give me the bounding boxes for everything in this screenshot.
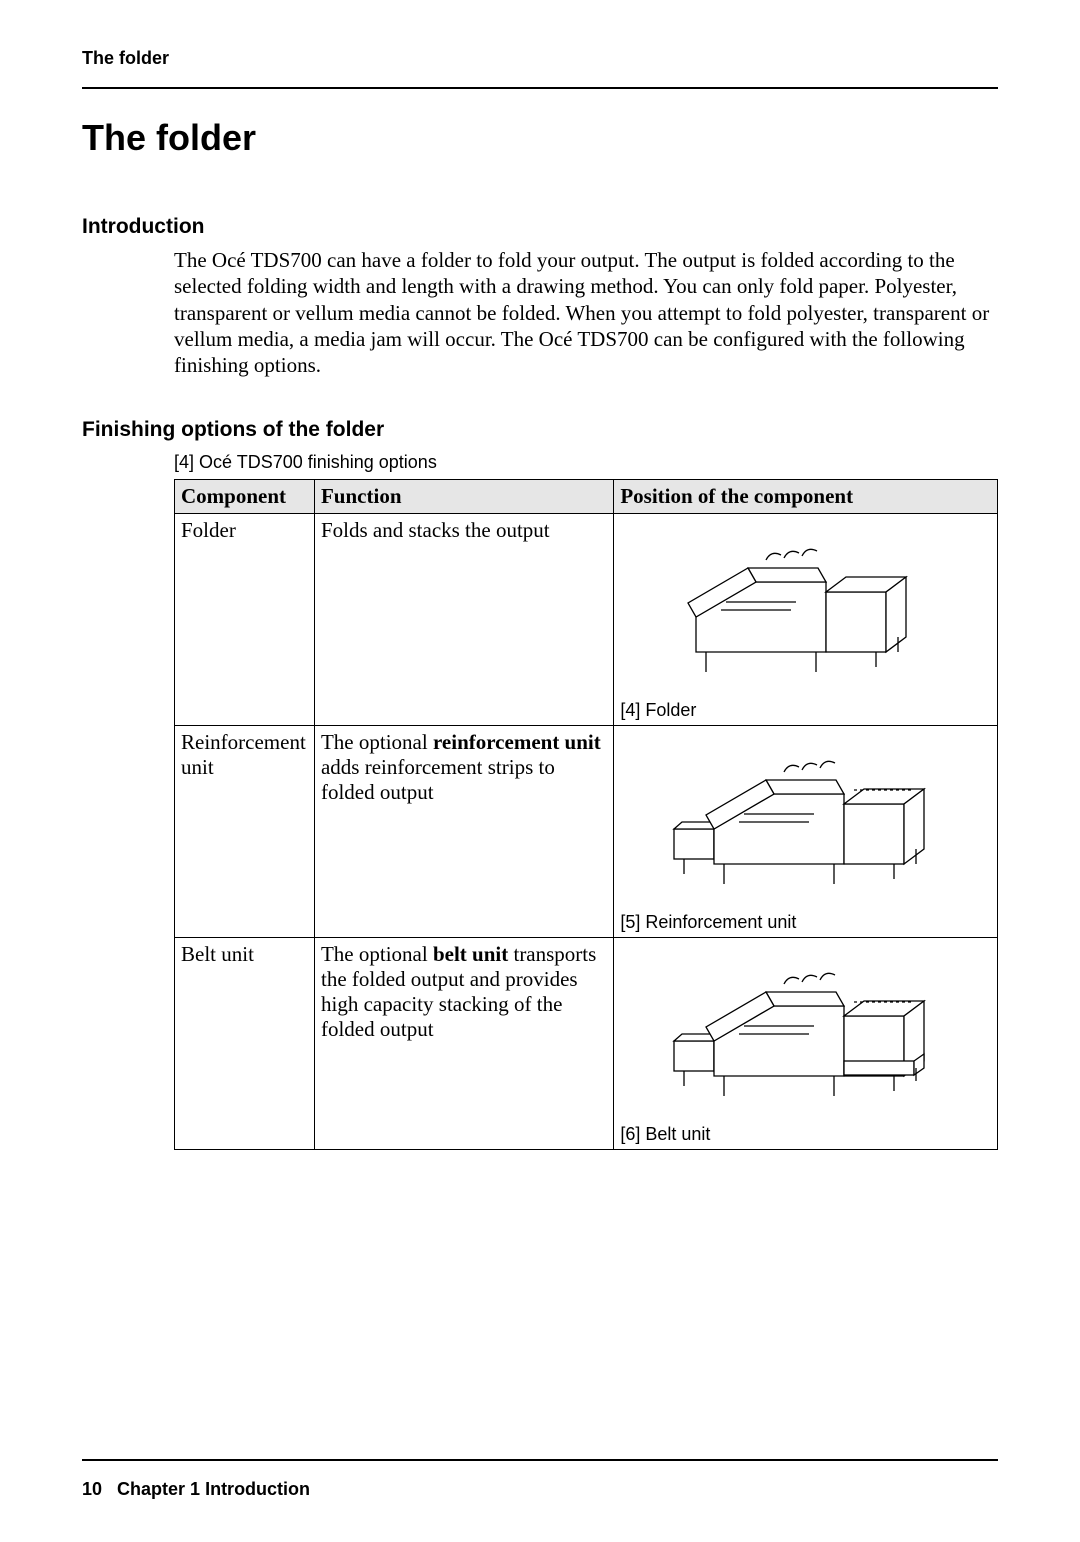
function-bold: belt unit [433, 942, 508, 966]
page-footer: 10 Chapter 1 Introduction [82, 1459, 998, 1500]
intro-paragraph: The Océ TDS700 can have a folder to fold… [174, 247, 998, 378]
function-pre: The optional [321, 730, 433, 754]
options-heading: Finishing options of the folder [82, 418, 998, 442]
reinforcement-unit-icon [666, 734, 946, 904]
footer-rule [82, 1459, 998, 1461]
cell-component: Belt unit [175, 938, 315, 1150]
running-header: The folder [82, 48, 998, 69]
cell-position: [4] Folder [614, 514, 998, 726]
cell-component: Reinforcement unit [175, 726, 315, 938]
table-row: Reinforcement unit The optional reinforc… [175, 726, 998, 938]
function-pre: The optional [321, 942, 433, 966]
function-bold: reinforcement unit [433, 730, 601, 754]
page-title: The folder [82, 117, 998, 159]
belt-unit-icon [666, 946, 946, 1116]
cell-function: The optional belt unit transports the fo… [314, 938, 613, 1150]
table-row: Folder Folds and stacks the output [175, 514, 998, 726]
folder-icon [666, 522, 946, 692]
th-position: Position of the component [614, 480, 998, 514]
image-caption: [5] Reinforcement unit [620, 912, 991, 933]
folder-illustration [620, 518, 991, 696]
cell-component: Folder [175, 514, 315, 726]
chapter-label: Chapter 1 Introduction [117, 1479, 310, 1499]
page-number: 10 [82, 1479, 102, 1499]
cell-function: Folds and stacks the output [314, 514, 613, 726]
cell-position: [6] Belt unit [614, 938, 998, 1150]
table-row: Belt unit The optional belt unit transpo… [175, 938, 998, 1150]
th-component: Component [175, 480, 315, 514]
table-caption: [4] Océ TDS700 finishing options [174, 452, 998, 473]
table-header-row: Component Function Position of the compo… [175, 480, 998, 514]
image-caption: [6] Belt unit [620, 1124, 991, 1145]
cell-function: The optional reinforcement unit adds rei… [314, 726, 613, 938]
finishing-options-table: Component Function Position of the compo… [174, 479, 998, 1150]
function-tail: adds reinforcement strips to folded outp… [321, 755, 555, 804]
function-text: Folds and stacks the output [321, 518, 550, 542]
cell-position: [5] Reinforcement unit [614, 726, 998, 938]
th-function: Function [314, 480, 613, 514]
intro-heading: Introduction [82, 215, 998, 239]
belt-unit-illustration [620, 942, 991, 1120]
reinforcement-illustration [620, 730, 991, 908]
top-rule [82, 87, 998, 89]
image-caption: [4] Folder [620, 700, 991, 721]
